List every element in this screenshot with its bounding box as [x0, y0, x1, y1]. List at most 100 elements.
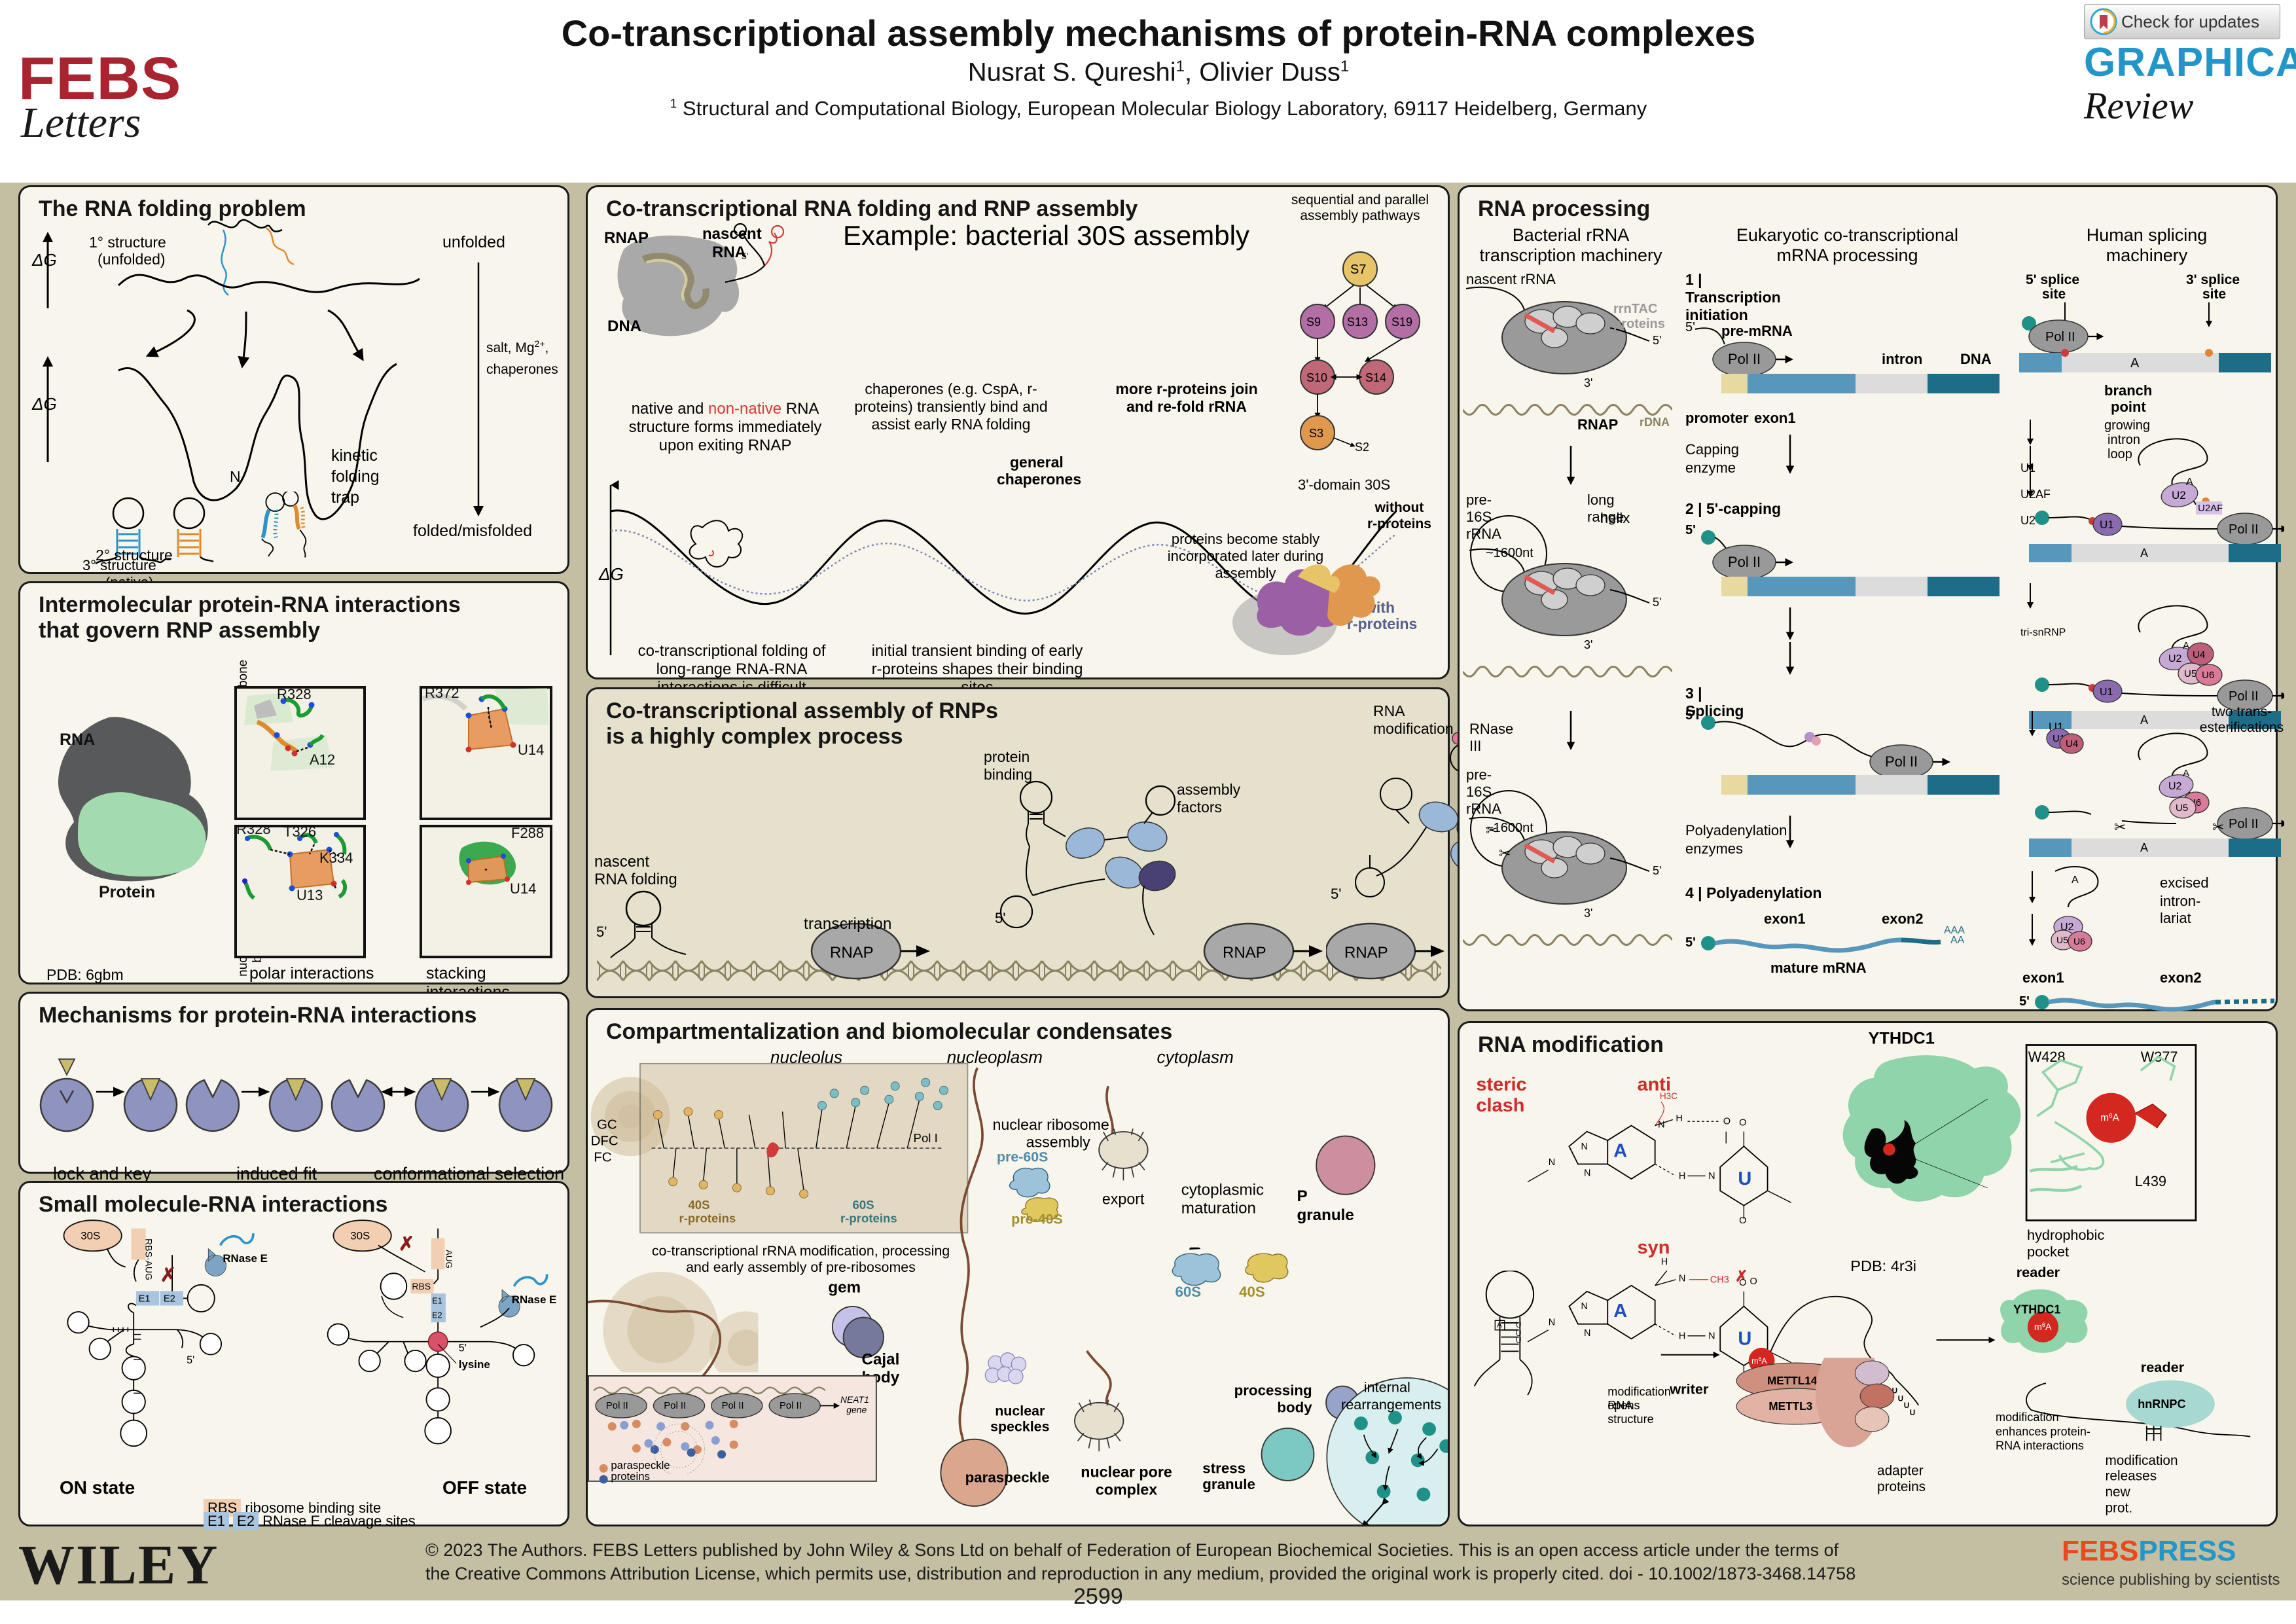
svg-text:N: N — [1708, 1331, 1715, 1341]
svg-text:RNAP: RNAP — [604, 229, 649, 247]
svg-text:YTHDC1: YTHDC1 — [2013, 1303, 2060, 1316]
svg-text:O: O — [1739, 1216, 1746, 1223]
svg-text:R372: R372 — [425, 686, 459, 701]
svg-text:folded/misfolded: folded/misfolded — [413, 522, 532, 540]
svg-text:5': 5' — [1653, 334, 1661, 347]
svg-text:branch: branch — [2104, 382, 2152, 399]
svg-text:3': 3' — [1584, 907, 1592, 920]
svg-text:U6: U6 — [2202, 670, 2214, 681]
svg-text:✂: ✂ — [1486, 822, 1498, 839]
svg-text:A: A — [2183, 768, 2189, 779]
svg-text:5': 5' — [1685, 321, 1695, 334]
svg-text:DNA: DNA — [607, 317, 641, 335]
svg-text:U: U — [1516, 1337, 1522, 1345]
svg-text:RNAP: RNAP — [1577, 416, 1618, 429]
svg-text:U5: U5 — [2184, 668, 2197, 679]
svg-text:Pol II: Pol II — [1885, 753, 1918, 770]
svg-text:A: A — [2072, 875, 2079, 886]
svg-text:Pol II: Pol II — [2229, 817, 2259, 831]
svg-text:RNase E: RNase E — [512, 1293, 557, 1306]
svg-text:E2: E2 — [432, 1311, 442, 1320]
svg-text:E1: E1 — [432, 1297, 442, 1306]
svg-text:RBS: RBS — [412, 1281, 431, 1291]
svg-text:5' splice: 5' splice — [2026, 272, 2079, 287]
svg-text:unfolded: unfolded — [442, 233, 505, 251]
svg-text:intron: intron — [2108, 433, 2140, 447]
svg-text:T326: T326 — [283, 825, 316, 840]
svg-text:site: site — [2042, 287, 2066, 302]
svg-text:A12: A12 — [310, 751, 335, 768]
svg-text:N: N — [1581, 1142, 1588, 1152]
svg-text:METTL14: METTL14 — [1767, 1374, 1818, 1387]
svg-text:U: U — [1516, 1321, 1522, 1329]
svg-text:Pol II: Pol II — [1728, 351, 1761, 367]
svg-text:U5: U5 — [2176, 803, 2188, 814]
svg-text:5': 5' — [1685, 935, 1696, 950]
svg-text:S10: S10 — [1306, 371, 1327, 384]
svg-text:U2: U2 — [2168, 653, 2182, 664]
svg-text:Pol II: Pol II — [664, 1401, 686, 1411]
svg-text:30S: 30S — [81, 1230, 100, 1242]
svg-text:U14: U14 — [510, 880, 536, 897]
svg-text:3': 3' — [1584, 638, 1592, 651]
svg-text:hnRNPC: hnRNPC — [2138, 1398, 2185, 1411]
svg-text:Pol II: Pol II — [606, 1401, 628, 1411]
svg-text:exon2: exon2 — [1882, 911, 1924, 927]
svg-text:S9: S9 — [1306, 316, 1321, 329]
svg-text:NEAT1: NEAT1 — [840, 1394, 869, 1405]
svg-text:5': 5' — [2019, 994, 2030, 1009]
svg-text:O: O — [1739, 1118, 1746, 1128]
svg-text:Pol II: Pol II — [722, 1401, 744, 1411]
svg-text:H: H — [1661, 1257, 1668, 1267]
svg-text:5': 5' — [187, 1354, 194, 1366]
svg-text:O: O — [1723, 1117, 1731, 1127]
svg-text:Pol II: Pol II — [2045, 330, 2075, 344]
svg-text:S2: S2 — [1355, 441, 1369, 454]
svg-text:RNAP: RNAP — [1223, 944, 1266, 962]
svg-text:S19: S19 — [1391, 316, 1412, 329]
svg-text:loop: loop — [2108, 447, 2132, 461]
svg-text:5': 5' — [1685, 524, 1696, 537]
svg-text:AA: AA — [1950, 935, 1965, 946]
svg-text:AUG: AUG — [444, 1250, 454, 1269]
svg-text:R328: R328 — [277, 686, 312, 702]
svg-text:lysine: lysine — [459, 1358, 490, 1371]
svg-text:A: A — [2140, 841, 2148, 854]
svg-text:F288: F288 — [511, 825, 544, 841]
svg-text:5': 5' — [1685, 710, 1696, 723]
svg-text:U: U — [1738, 1168, 1751, 1189]
svg-text:Pol II: Pol II — [2229, 689, 2259, 704]
svg-text:S7: S7 — [1350, 262, 1366, 277]
svg-text:✗: ✗ — [399, 1233, 415, 1255]
svg-text:internal: internal — [1364, 1379, 1410, 1396]
svg-text:folding: folding — [331, 467, 380, 486]
svg-text:U1: U1 — [2100, 518, 2114, 531]
svg-text:Pol II: Pol II — [780, 1401, 802, 1411]
svg-text:N: N — [1708, 1171, 1715, 1182]
svg-text:1° structure: 1° structure — [89, 234, 166, 251]
svg-text:U2AF: U2AF — [2198, 503, 2223, 514]
svg-text:A: A — [2140, 547, 2148, 560]
svg-text:K334: K334 — [319, 850, 353, 866]
svg-text:mature mRNA: mature mRNA — [1770, 960, 1867, 976]
svg-text:DNA: DNA — [1960, 351, 1992, 367]
svg-text:U2: U2 — [2168, 781, 2182, 792]
svg-text:✂: ✂ — [1499, 845, 1511, 861]
svg-text:chaperones: chaperones — [486, 362, 558, 377]
svg-text:proteins: proteins — [1613, 317, 1665, 331]
svg-text:ΔG: ΔG — [31, 394, 57, 414]
svg-text:N: N — [1549, 1157, 1555, 1168]
svg-text:U1: U1 — [2100, 687, 2113, 698]
svg-text:RNase E: RNase E — [223, 1252, 268, 1265]
svg-text:3': 3' — [1584, 376, 1592, 389]
svg-text:N: N — [1679, 1274, 1685, 1284]
svg-text:E2: E2 — [164, 1294, 175, 1305]
svg-text:S3: S3 — [1309, 427, 1323, 440]
svg-text:METTL3: METTL3 — [1768, 1399, 1812, 1413]
svg-text:R328: R328 — [236, 825, 271, 837]
svg-text:kinetic: kinetic — [331, 446, 378, 465]
svg-text:gene: gene — [846, 1405, 867, 1415]
svg-text:U13: U13 — [296, 887, 323, 903]
svg-text:E1: E1 — [139, 1294, 151, 1305]
svg-text:rrnTAC: rrnTAC — [1613, 302, 1657, 316]
